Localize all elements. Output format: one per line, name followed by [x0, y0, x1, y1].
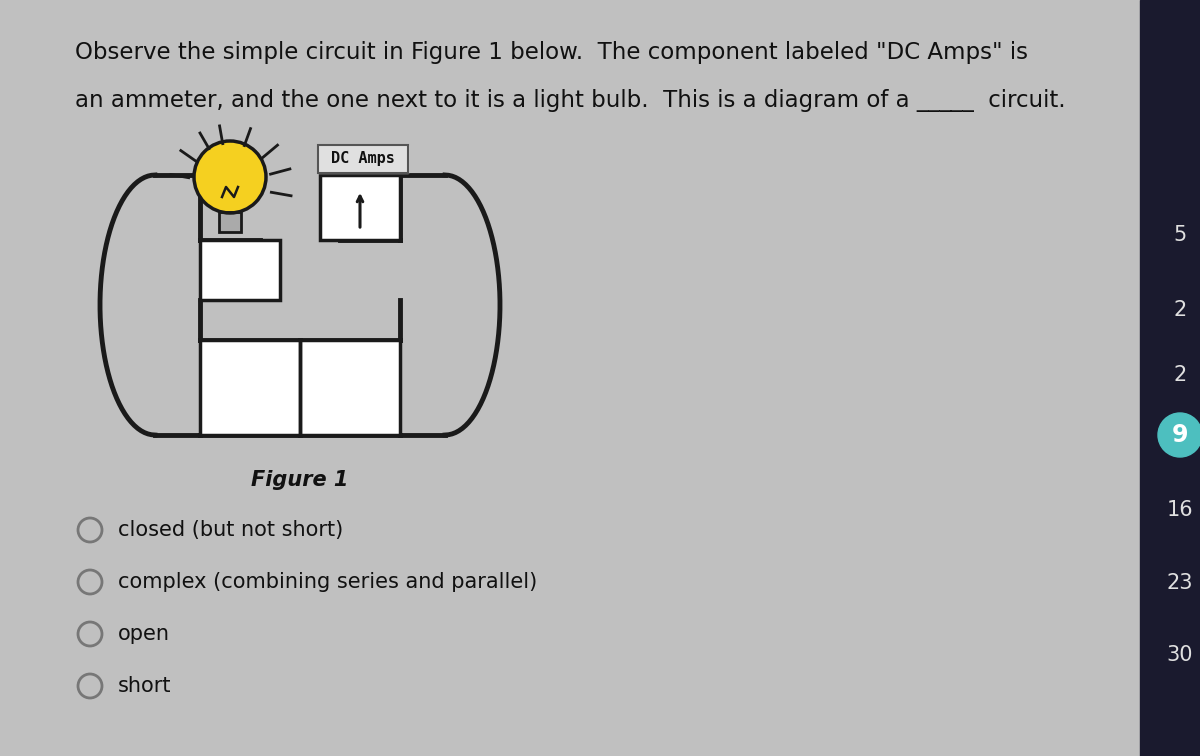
Bar: [200, 340, 300, 435]
Bar: [200, 240, 280, 300]
Text: closed (but not short): closed (but not short): [118, 520, 343, 540]
Bar: [220, 212, 241, 232]
Text: 16: 16: [1166, 500, 1193, 520]
Text: 23: 23: [1166, 573, 1193, 593]
Bar: [220, 212, 241, 232]
Bar: [1140, 0, 1200, 756]
Text: Observe the simple circuit in Figure 1 below.  The component labeled "DC Amps" i: Observe the simple circuit in Figure 1 b…: [74, 41, 1028, 64]
Text: 5: 5: [1174, 225, 1187, 245]
Circle shape: [1158, 413, 1200, 457]
Text: an ammeter, and the one next to it is a light bulb.  This is a diagram of a ____: an ammeter, and the one next to it is a …: [74, 88, 1066, 111]
Text: 2: 2: [1174, 365, 1187, 385]
Text: 30: 30: [1166, 645, 1193, 665]
Text: short: short: [118, 676, 172, 696]
Text: Figure 1: Figure 1: [251, 470, 349, 490]
Bar: [200, 240, 280, 300]
Circle shape: [194, 141, 266, 213]
Bar: [320, 175, 400, 240]
Text: complex (combining series and parallel): complex (combining series and parallel): [118, 572, 538, 592]
Bar: [300, 340, 400, 435]
Bar: [318, 145, 408, 173]
Text: open: open: [118, 624, 170, 644]
Text: DC Amps: DC Amps: [331, 151, 395, 166]
Bar: [318, 145, 408, 173]
Bar: [200, 340, 300, 435]
Bar: [320, 175, 400, 240]
Bar: [300, 340, 400, 435]
Text: 2: 2: [1174, 300, 1187, 320]
Text: 9: 9: [1171, 423, 1188, 447]
